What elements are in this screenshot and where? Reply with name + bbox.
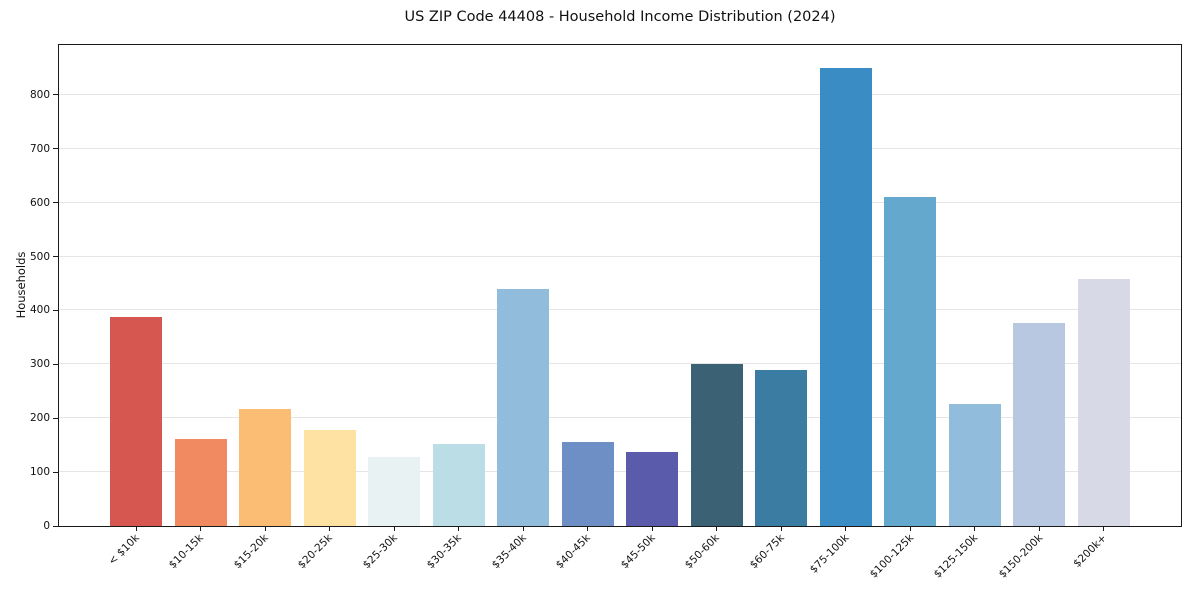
y-tick-mark xyxy=(53,256,58,258)
y-tick-label-200: 200 xyxy=(29,412,50,425)
x-tick-mark xyxy=(393,527,395,531)
chart-title: US ZIP Code 44408 - Household Income Dis… xyxy=(404,9,836,25)
x-tick-label-$50-60k: $50-60k xyxy=(683,532,723,572)
x-tick-mark xyxy=(716,527,718,531)
x-tick-mark xyxy=(845,527,847,531)
bar-slot xyxy=(233,45,298,526)
y-tick-label-800: 800 xyxy=(29,88,50,101)
y-tick-label-0: 0 xyxy=(43,520,50,532)
x-tick-label-$30-35k: $30-35k xyxy=(425,532,465,572)
x-tick-mark xyxy=(458,527,460,531)
y-tick-label-600: 600 xyxy=(29,196,50,209)
x-tick-label-$100-125k: $100-125k xyxy=(867,532,916,581)
bar-slot xyxy=(169,45,234,526)
y-tick-mark xyxy=(53,309,58,311)
x-tick-label-$75-100k: $75-100k xyxy=(807,532,852,576)
x-tick-mark xyxy=(909,527,911,531)
x-tick-label-$40-45k: $40-45k xyxy=(554,532,594,572)
bar-$50-60k xyxy=(690,363,743,526)
bar-$25-30k xyxy=(368,457,421,526)
x-tick-label-$60-75k: $60-75k xyxy=(747,532,787,572)
y-tick-mark xyxy=(53,525,58,527)
bar-slot xyxy=(556,45,621,526)
bar-$10-15k xyxy=(174,439,227,526)
y-tick-mark xyxy=(53,471,58,473)
y-tick-mark xyxy=(53,417,58,419)
y-tick-label-400: 400 xyxy=(29,304,50,317)
y-tick-mark xyxy=(53,202,58,204)
bar-$40-45k xyxy=(561,441,614,526)
x-tick-label-$45-50k: $45-50k xyxy=(618,532,658,572)
x-tick-mark xyxy=(135,527,137,531)
x-tick-label-$35-40k: $35-40k xyxy=(489,532,529,572)
gridline-100 xyxy=(59,471,1181,473)
x-tick-mark xyxy=(1038,527,1040,531)
x-tick-mark xyxy=(780,527,782,531)
x-tick-label-$125-150k: $125-150k xyxy=(931,532,981,581)
bar-slot xyxy=(362,45,427,526)
bar-slot xyxy=(943,45,1008,526)
x-tick-label-< $10k: < $10k xyxy=(106,532,142,568)
bar-$150-200k xyxy=(1013,322,1066,526)
bar-slot xyxy=(685,45,750,526)
x-tick-label-$10-15k: $10-15k xyxy=(167,532,207,572)
bar-slot xyxy=(104,45,169,526)
x-tick-mark xyxy=(522,527,524,531)
y-tick-mark xyxy=(53,94,58,96)
gridline-600 xyxy=(59,201,1181,203)
bar-slot xyxy=(620,45,685,526)
gridline-500 xyxy=(59,255,1181,257)
gridline-800 xyxy=(59,93,1181,95)
x-tick-mark xyxy=(264,527,266,531)
y-tick-mark xyxy=(53,363,58,365)
gridline-400 xyxy=(59,309,1181,311)
x-tick-mark xyxy=(1103,527,1105,531)
x-tick-label-$20-25k: $20-25k xyxy=(296,532,336,572)
plot-area xyxy=(58,44,1182,527)
bar-$75-100k xyxy=(819,67,872,526)
x-tick-mark xyxy=(200,527,202,531)
x-tick-mark xyxy=(974,527,976,531)
x-tick-label-$25-30k: $25-30k xyxy=(360,532,400,572)
bar-slot xyxy=(814,45,879,526)
bar-series xyxy=(59,45,1181,526)
bar-slot xyxy=(427,45,492,526)
bar-$15-20k xyxy=(239,409,292,526)
bar-slot xyxy=(878,45,943,526)
gridline-200 xyxy=(59,417,1181,419)
bar-< $10k xyxy=(110,317,163,526)
y-tick-mark xyxy=(53,148,58,150)
bar-$20-25k xyxy=(303,430,356,526)
bar-$35-40k xyxy=(497,288,550,526)
bar-$45-50k xyxy=(626,451,679,526)
gridlines xyxy=(59,45,1181,526)
bar-slot xyxy=(298,45,363,526)
x-tick-label-$150-200k: $150-200k xyxy=(996,532,1045,581)
bar-$100-125k xyxy=(884,197,937,526)
x-tick-mark xyxy=(587,527,589,531)
x-tick-mark xyxy=(651,527,653,531)
y-tick-label-300: 300 xyxy=(29,358,50,371)
bar-slot xyxy=(749,45,814,526)
bar-$200k+ xyxy=(1077,278,1130,526)
gridline-700 xyxy=(59,147,1181,149)
bar-slot xyxy=(1007,45,1072,526)
x-tick-label-$15-20k: $15-20k xyxy=(231,532,271,572)
y-tick-label-500: 500 xyxy=(29,250,50,263)
bar-slot xyxy=(491,45,556,526)
gridline-300 xyxy=(59,363,1181,365)
x-tick-mark xyxy=(329,527,331,531)
y-axis-tick-labels: 0 100 200 300 400 500 600 700 800 xyxy=(0,0,50,590)
y-tick-label-700: 700 xyxy=(29,142,50,155)
bar-$30-35k xyxy=(432,443,485,526)
bar-slot xyxy=(1072,45,1137,526)
bar-$60-75k xyxy=(755,370,808,526)
bar-$125-150k xyxy=(948,403,1001,526)
x-tick-label-$200k+: $200k+ xyxy=(1071,532,1110,570)
y-tick-label-100: 100 xyxy=(29,466,50,479)
